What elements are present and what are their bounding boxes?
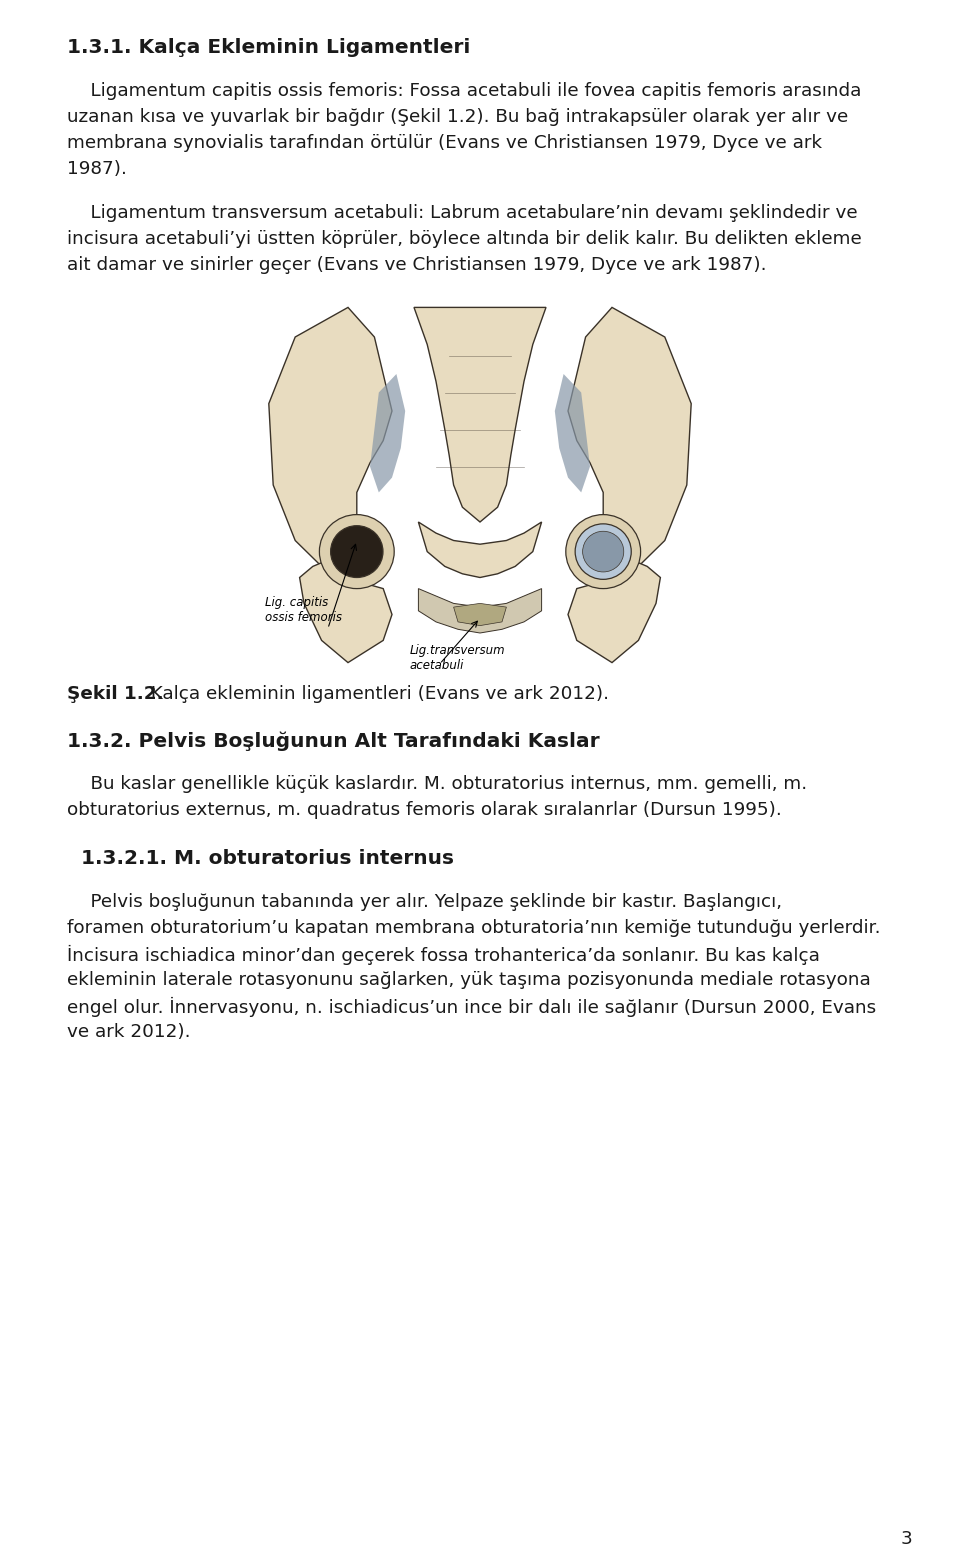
Text: membrana synovialis tarafından örtülür (Evans ve Christiansen 1979, Dyce ve ark: membrana synovialis tarafından örtülür (… [67, 134, 822, 151]
Text: 1987).: 1987). [67, 159, 127, 178]
Polygon shape [414, 308, 546, 521]
Text: İncisura ischiadica minor’dan geçerek fossa trohanterica’da sonlanır. Bu kas kal: İncisura ischiadica minor’dan geçerek fo… [67, 944, 820, 965]
Text: Ligamentum capitis ossis femoris: Fossa acetabuli ile fovea capitis femoris aras: Ligamentum capitis ossis femoris: Fossa … [67, 83, 861, 100]
Text: 1.3.2. Pelvis Boşluğunun Alt Tarafındaki Kaslar: 1.3.2. Pelvis Boşluğunun Alt Tarafındaki… [67, 731, 600, 751]
Text: Şekil 1.2.: Şekil 1.2. [67, 685, 163, 702]
Text: ekleminin laterale rotasyonunu sağlarken, yük taşıma pozisyonunda mediale rotasy: ekleminin laterale rotasyonunu sağlarken… [67, 971, 871, 990]
Ellipse shape [320, 515, 395, 588]
Polygon shape [300, 559, 392, 662]
Text: engel olur. İnnervasyonu, n. ischiadicus’un ince bir dalı ile sağlanır (Dursun 2: engel olur. İnnervasyonu, n. ischiadicus… [67, 997, 876, 1018]
Text: obturatorius externus, m. quadratus femoris olarak sıralanrlar (Dursun 1995).: obturatorius externus, m. quadratus femo… [67, 801, 781, 820]
Polygon shape [568, 559, 660, 662]
Text: 1.3.2.1. M. obturatorius internus: 1.3.2.1. M. obturatorius internus [67, 849, 454, 868]
Text: uzanan kısa ve yuvarlak bir bağdır (Şekil 1.2). Bu bağ intrakapsüler olarak yer : uzanan kısa ve yuvarlak bir bağdır (Şeki… [67, 108, 849, 126]
Text: foramen obturatorium’u kapatan membrana obturatoria’nın kemiğe tutunduğu yerlerd: foramen obturatorium’u kapatan membrana … [67, 919, 880, 937]
Text: Kalça ekleminin ligamentleri (Evans ve ark 2012).: Kalça ekleminin ligamentleri (Evans ve a… [145, 685, 609, 702]
Polygon shape [454, 604, 507, 626]
Text: ve ark 2012).: ve ark 2012). [67, 1022, 190, 1041]
Polygon shape [370, 375, 405, 492]
Ellipse shape [575, 524, 632, 579]
Text: Ligamentum transversum acetabuli: Labrum acetabulare’nin devamı şeklindedir ve: Ligamentum transversum acetabuli: Labrum… [67, 204, 857, 222]
Text: incisura acetabuli’yi üstten köprüler, böylece altında bir delik kalır. Bu delik: incisura acetabuli’yi üstten köprüler, b… [67, 229, 862, 248]
Text: Lig.transversum
acetabuli: Lig.transversum acetabuli [410, 645, 505, 673]
Text: Pelvis boşluğunun tabanında yer alır. Yelpaze şeklinde bir kastır. Başlangıcı,: Pelvis boşluğunun tabanında yer alır. Ye… [67, 893, 782, 912]
Polygon shape [555, 375, 590, 492]
Polygon shape [419, 521, 541, 578]
Ellipse shape [330, 526, 383, 578]
Polygon shape [419, 588, 541, 634]
Text: 3: 3 [900, 1530, 912, 1549]
Text: 1.3.1. Kalça Ekleminin Ligamentleri: 1.3.1. Kalça Ekleminin Ligamentleri [67, 37, 470, 58]
Text: Lig. capitis
ossis femoris: Lig. capitis ossis femoris [265, 596, 342, 624]
Text: Bu kaslar genellikle küçük kaslardır. M. obturatorius internus, mm. gemelli, m.: Bu kaslar genellikle küçük kaslardır. M.… [67, 774, 807, 793]
Ellipse shape [583, 531, 624, 571]
Text: ait damar ve sinirler geçer (Evans ve Christiansen 1979, Dyce ve ark 1987).: ait damar ve sinirler geçer (Evans ve Ch… [67, 256, 766, 275]
Polygon shape [269, 308, 392, 578]
Ellipse shape [565, 515, 640, 588]
Polygon shape [568, 308, 691, 578]
